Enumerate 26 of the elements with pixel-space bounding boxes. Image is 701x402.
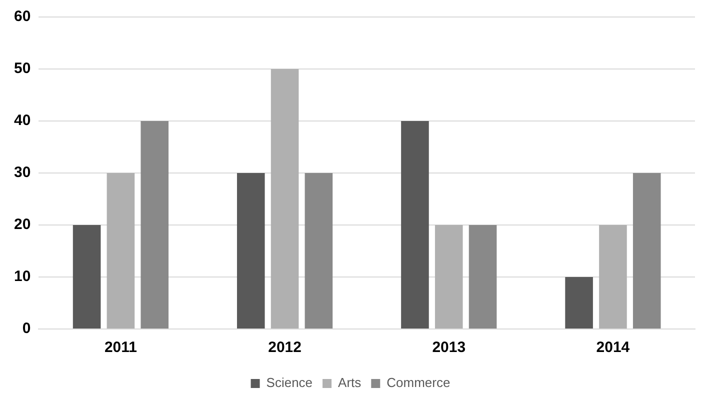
legend-label: Science xyxy=(266,375,313,390)
y-tick-label: 0 xyxy=(22,320,31,338)
bar xyxy=(304,173,333,328)
y-tick-label: 60 xyxy=(14,8,31,26)
x-tick-label: 2013 xyxy=(432,339,466,356)
bar xyxy=(632,173,661,328)
bar xyxy=(599,225,627,328)
x-tick-label: 2012 xyxy=(268,339,302,356)
y-tick-label: 10 xyxy=(14,268,31,286)
bar xyxy=(106,173,135,328)
legend-label: Arts xyxy=(338,375,362,390)
y-tick-label: 30 xyxy=(14,164,31,182)
bar xyxy=(140,121,169,328)
bar xyxy=(236,173,265,328)
y-tick-label: 50 xyxy=(14,60,31,78)
bar xyxy=(565,277,593,328)
bar xyxy=(434,225,463,328)
y-tick-label: 40 xyxy=(14,112,31,130)
x-tick-label: 2011 xyxy=(104,339,137,356)
bar xyxy=(401,121,429,328)
y-tick-label: 20 xyxy=(14,216,31,234)
legend-label: Commerce xyxy=(386,375,450,390)
bar xyxy=(468,225,497,328)
bar xyxy=(270,69,299,328)
x-tick-label: 2014 xyxy=(596,339,630,356)
bar xyxy=(72,225,101,328)
